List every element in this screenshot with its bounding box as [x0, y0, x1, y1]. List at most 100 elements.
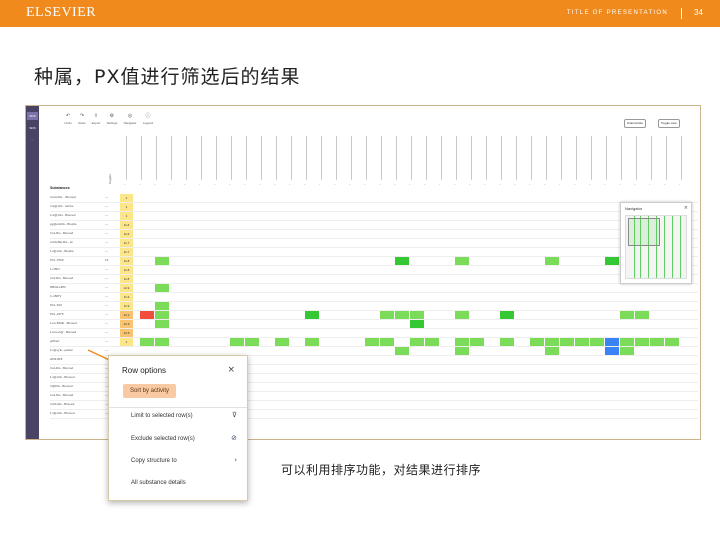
- table-row[interactable]: rmi@-Ris...Iunthe — 1: [50, 203, 698, 212]
- column-header-line[interactable]: [561, 136, 562, 180]
- activity-cell[interactable]: [380, 338, 394, 346]
- table-row[interactable]: 1-t@-Ris...Biophe — 11.7: [50, 248, 698, 257]
- activity-cell[interactable]: [275, 338, 289, 346]
- activity-cell[interactable]: [155, 302, 169, 310]
- navigator-panel[interactable]: Navigator ×: [620, 202, 692, 284]
- table-row[interactable]: 1-d@-Ris...Biomed — 1: [50, 212, 698, 221]
- activity-cell[interactable]: [410, 311, 424, 319]
- column-header-line[interactable]: [186, 136, 187, 180]
- column-header-line[interactable]: [516, 136, 517, 180]
- column-header-line[interactable]: [351, 136, 352, 180]
- column-header-line[interactable]: [441, 136, 442, 180]
- column-header-line[interactable]: [336, 136, 337, 180]
- px-value-cell[interactable]: 11.8: [120, 275, 133, 283]
- px-value-cell[interactable]: [120, 347, 133, 355]
- activity-cell[interactable]: [605, 338, 619, 346]
- table-row[interactable]: 1+Go-A@...Biomed — 12.5: [50, 329, 698, 338]
- column-header-line[interactable]: [231, 136, 232, 180]
- activity-cell[interactable]: [545, 338, 559, 346]
- activity-cell[interactable]: [140, 338, 154, 346]
- activity-cell[interactable]: [635, 311, 649, 319]
- table-row[interactable]: 1-t@-g'E...partial —: [50, 347, 698, 356]
- activity-cell[interactable]: [500, 338, 514, 346]
- column-header-line[interactable]: [636, 136, 637, 180]
- hide-unhide-button[interactable]: Hide/unhide: [624, 119, 647, 128]
- column-header-line[interactable]: [216, 136, 217, 180]
- sort-by-activity-button[interactable]: Sort by activity: [123, 384, 177, 398]
- column-header-line[interactable]: [456, 136, 457, 180]
- column-header-line[interactable]: [381, 136, 382, 180]
- column-header-line[interactable]: [486, 136, 487, 180]
- activity-cell[interactable]: [665, 338, 679, 346]
- table-row[interactable]: 1-t-BIPV — 11.9: [50, 293, 698, 302]
- navigator-viewport[interactable]: [628, 218, 660, 246]
- table-row[interactable]: PCL-2475 — 12.2: [50, 311, 698, 320]
- activity-cell[interactable]: [455, 338, 469, 346]
- legend-button[interactable]: ⓘ Legend: [140, 112, 156, 132]
- column-header-line[interactable]: [126, 136, 127, 180]
- activity-cell[interactable]: [410, 338, 424, 346]
- activity-cell[interactable]: [620, 347, 634, 355]
- px-value-cell[interactable]: 12.5: [120, 329, 133, 337]
- activity-cell[interactable]: [305, 338, 319, 346]
- activity-cell[interactable]: [545, 257, 559, 265]
- column-header-line[interactable]: [156, 136, 157, 180]
- table-row[interactable]: 1-t-BIN — 11.8: [50, 266, 698, 275]
- exclude-selected-rows-option[interactable]: Exclude selected row(s): [131, 436, 195, 442]
- close-icon[interactable]: ×: [683, 205, 688, 211]
- activity-cell[interactable]: [500, 311, 514, 319]
- activity-cell[interactable]: [620, 311, 634, 319]
- toggle-view-button[interactable]: Toggle view: [658, 119, 680, 128]
- table-row[interactable]: Iri-elt-Ris-...Biomed — 1: [50, 194, 698, 203]
- nav-item-sds-1[interactable]: SDS: [27, 112, 38, 120]
- px-value-cell[interactable]: 11.6: [120, 221, 133, 229]
- settings-button[interactable]: ⚙ Settings: [104, 112, 120, 132]
- activity-cell[interactable]: [155, 311, 169, 319]
- column-header-line[interactable]: [576, 136, 577, 180]
- column-header-line[interactable]: [306, 136, 307, 180]
- column-header-line[interactable]: [546, 136, 547, 180]
- activity-cell[interactable]: [155, 320, 169, 328]
- column-header-line[interactable]: [411, 136, 412, 180]
- activity-cell[interactable]: [530, 338, 544, 346]
- copy-structure-to-option[interactable]: Copy structure to: [131, 458, 177, 464]
- px-value-cell[interactable]: 11.7: [120, 239, 133, 247]
- export-button[interactable]: ⇪ Export: [88, 112, 104, 132]
- px-value-cell[interactable]: 11.8: [120, 257, 133, 265]
- column-header-line[interactable]: [501, 136, 502, 180]
- column-header-line[interactable]: [321, 136, 322, 180]
- column-header-line[interactable]: [681, 136, 682, 180]
- column-header-line[interactable]: [141, 136, 142, 180]
- table-row[interactable]: Iri-d-Ris...Biomed — 11.6: [50, 230, 698, 239]
- activity-cell[interactable]: [155, 284, 169, 292]
- table-row[interactable]: pg@elt-Ris...Biophe — 11.6: [50, 221, 698, 230]
- column-header-line[interactable]: [621, 136, 622, 180]
- column-header-line[interactable]: [261, 136, 262, 180]
- nav-item-more[interactable]: ...: [31, 138, 34, 142]
- navigator-minimap[interactable]: [625, 215, 687, 279]
- column-header-line[interactable]: [531, 136, 532, 180]
- column-header-line[interactable]: [291, 136, 292, 180]
- px-value-cell[interactable]: 1: [120, 212, 133, 220]
- nav-item-sds-2[interactable]: SDS: [29, 126, 36, 130]
- undo-button[interactable]: ↶ Undo: [60, 112, 76, 132]
- px-value-cell[interactable]: 11.7: [120, 248, 133, 256]
- activity-cell[interactable]: [230, 338, 244, 346]
- activity-cell[interactable]: [425, 338, 439, 346]
- activity-cell[interactable]: [155, 338, 169, 346]
- px-value-cell[interactable]: 11.6: [120, 230, 133, 238]
- activity-cell[interactable]: [455, 257, 469, 265]
- column-header-line[interactable]: [366, 136, 367, 180]
- activity-cell[interactable]: [380, 311, 394, 319]
- activity-cell[interactable]: [560, 338, 574, 346]
- activity-cell[interactable]: [305, 311, 319, 319]
- activity-cell[interactable]: [590, 338, 604, 346]
- px-value-cell[interactable]: 11.9: [120, 293, 133, 301]
- table-row[interactable]: 1+G-BSdb...Biomed — 12.5: [50, 320, 698, 329]
- activity-cell[interactable]: [365, 338, 379, 346]
- px-value-cell[interactable]: 1: [120, 203, 133, 211]
- column-header-line[interactable]: [171, 136, 172, 180]
- px-value-cell[interactable]: 12.2: [120, 311, 133, 319]
- activity-cell[interactable]: [455, 347, 469, 355]
- column-header-line[interactable]: [666, 136, 667, 180]
